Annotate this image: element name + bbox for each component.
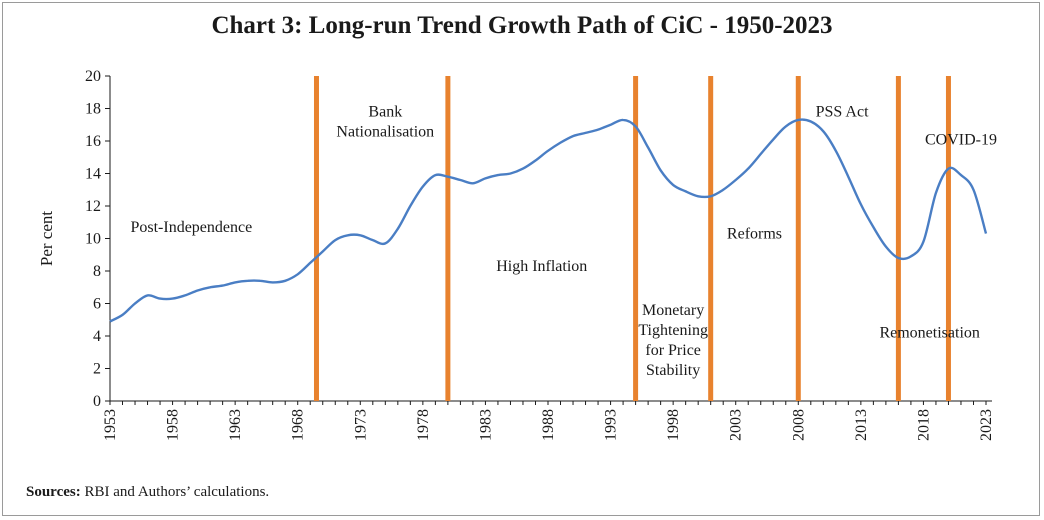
source-note: Sources: RBI and Authors’ calculations. [26, 484, 269, 501]
y-axis-label: Per cent [37, 211, 56, 267]
x-tick-label: 1978 [415, 409, 432, 441]
x-tick-label: 1963 [227, 409, 244, 441]
x-tick-label: 2008 [790, 409, 807, 441]
y-tick-label: 6 [93, 296, 101, 313]
y-tick-label: 12 [85, 198, 101, 215]
annotation-label: Monetary Tightening for Price Stability [638, 302, 708, 379]
annotation-label: COVID-19 [925, 131, 997, 148]
x-tick-label: 2018 [915, 409, 932, 441]
x-tick-label: 1968 [290, 409, 307, 441]
chart-title: Chart 3: Long-run Trend Growth Path of C… [211, 12, 833, 39]
x-tick-label: 1988 [540, 409, 557, 441]
axes: 0 2 4 6 8 10 12 14 16 18 20 1953 1958 1963 1968 1973 197… [37, 68, 995, 441]
annotation-label: PSS Act [816, 104, 869, 121]
y-tick-label: 20 [85, 68, 101, 85]
event-lines [313, 76, 951, 401]
annotation-label: Remonetisation [879, 325, 979, 342]
annotation-label: Bank Nationalisation [336, 104, 434, 141]
y-tick-label: 10 [85, 231, 101, 248]
x-tick-label: 1998 [665, 409, 682, 441]
source-text: RBI and Authors’ calculations. [80, 484, 270, 500]
y-tick-label: 18 [85, 101, 101, 118]
x-tick-label: 1983 [477, 409, 494, 441]
x-tick-label: 1973 [352, 409, 369, 441]
y-tick-label: 0 [93, 393, 101, 410]
x-tick-label: 1993 [603, 409, 620, 441]
annotation-label: High Inflation [496, 258, 587, 275]
y-tick-label: 2 [93, 361, 101, 378]
x-tick-label: 1958 [165, 409, 182, 441]
x-tick-label: 2013 [853, 409, 870, 441]
y-tick-label: 4 [93, 328, 101, 345]
source-label: Sources: [26, 484, 81, 500]
x-tick-label: 2023 [978, 409, 995, 441]
annotation-label: Post-Independence [130, 219, 252, 236]
annotation-label: Reforms [727, 226, 782, 243]
series-layer [109, 118, 988, 323]
y-tick-label: 14 [85, 166, 101, 183]
x-tick-label: 1953 [102, 409, 119, 441]
x-tick-label: 2003 [728, 409, 745, 441]
y-tick-label: 16 [85, 133, 101, 150]
annotations: Post-Independence Bank Nationalisation High… [130, 104, 996, 379]
series-line [109, 118, 988, 323]
y-tick-label: 8 [93, 263, 101, 280]
